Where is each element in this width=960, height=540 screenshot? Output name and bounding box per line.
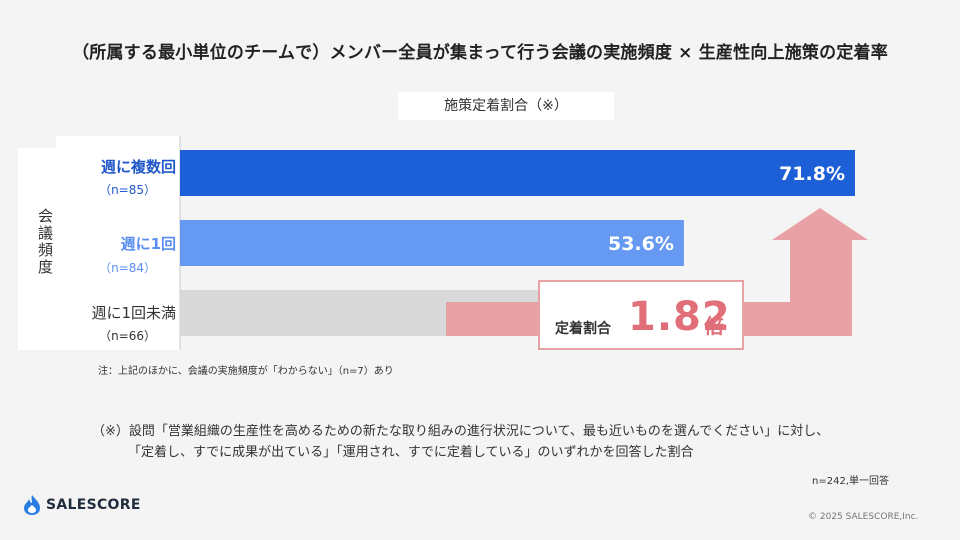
ratio-value: 1.82	[628, 294, 731, 340]
category-panel	[56, 136, 180, 350]
ratio-label: 定着割合	[555, 321, 611, 337]
ratio-unit: 倍	[704, 314, 724, 338]
y-axis-label: 会議頻度	[36, 208, 54, 276]
sample-size-note: n=242,単一回答	[812, 476, 889, 487]
category-sample-size: （n=66）	[99, 329, 156, 343]
category-sample-size: （n=84）	[99, 261, 156, 275]
chart-title: （所属する最小単位のチームで）メンバー全員が集まって行う会議の実施頻度 × 生産…	[72, 43, 888, 63]
legend-label: 施策定着割合（※）	[398, 92, 614, 120]
brand-logo: SALESCORE	[22, 494, 141, 516]
category-sample-size: （n=85）	[99, 183, 156, 197]
footnote-definition-line2: 「定着し、すでに成果が出ている」「運用され、すでに定着している」のいずれかを回答…	[128, 445, 694, 460]
footnote-unknown: 注：上記のほかに、会議の実施頻度が「わからない」（n=7）あり	[98, 366, 394, 377]
ratio-callout-box	[538, 280, 744, 350]
bar	[180, 220, 684, 266]
axis-label-panel	[18, 148, 56, 350]
category-label: 週に1回未満	[91, 304, 176, 322]
footnote-definition-line1: （※）設問「営業組織の生産性を高めるための新たな取り組みの進行状況について、最も…	[92, 424, 830, 439]
logo-wordmark: SALESCORE	[46, 497, 141, 513]
bar-value-label: 71.8%	[779, 163, 845, 185]
category-label: 週に1回	[120, 235, 176, 253]
bar-value-label: 53.6%	[608, 233, 674, 255]
category-label: 週に複数回	[100, 158, 176, 176]
copyright: © 2025 SALESCORE,Inc.	[808, 512, 919, 522]
bar	[180, 150, 855, 196]
flame-icon	[24, 495, 40, 515]
